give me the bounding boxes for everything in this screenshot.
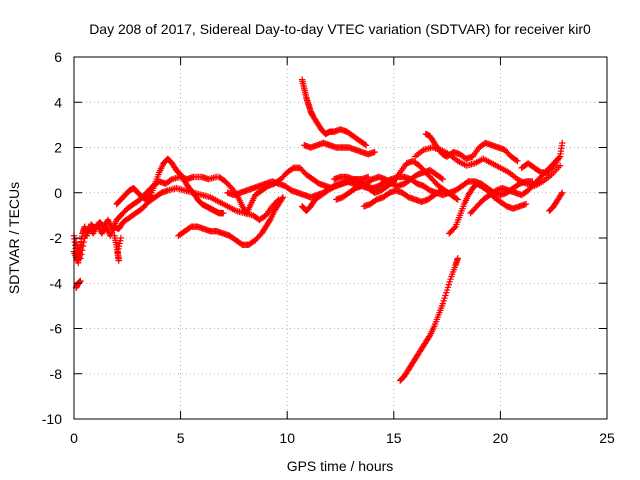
data-point-marker xyxy=(454,255,461,262)
data-point-marker xyxy=(439,175,447,183)
y-axis-label: SDTVAR / TECUs xyxy=(6,182,22,294)
x-tick-label: 20 xyxy=(493,430,509,446)
x-tick-label: 10 xyxy=(279,430,295,446)
series-track-k xyxy=(298,76,370,149)
series-track-f xyxy=(113,155,227,217)
data-point-marker xyxy=(559,189,566,196)
data-point-marker xyxy=(78,239,85,246)
plot-frame xyxy=(73,56,608,420)
series-track-r xyxy=(411,144,564,190)
data-point-marker xyxy=(522,200,530,208)
axis-ticks-layer xyxy=(73,56,608,420)
series-track-o xyxy=(360,187,444,210)
y-tick-label: 4 xyxy=(54,94,62,110)
data-point-marker xyxy=(514,157,521,165)
data-point-marker xyxy=(362,142,370,149)
series-track-a xyxy=(70,173,221,267)
data-point-marker xyxy=(436,188,443,195)
grid-layer xyxy=(74,57,607,419)
data-point-marker xyxy=(278,195,286,202)
series-track-p xyxy=(396,255,461,384)
x-axis-label: GPS time / hours xyxy=(287,458,394,474)
x-tick-label: 25 xyxy=(599,430,615,446)
y-tick-label: -6 xyxy=(50,321,63,337)
series-track-g xyxy=(175,194,287,248)
data-point-marker xyxy=(371,148,378,156)
y-tick-label: -8 xyxy=(50,366,63,382)
data-point-marker xyxy=(559,139,566,147)
data-point-marker xyxy=(361,141,369,148)
series-track-e xyxy=(70,239,85,264)
data-point-marker xyxy=(556,153,564,160)
chart-title: Day 208 of 2017, Sidereal Day-to-day VTE… xyxy=(89,21,591,37)
series-track-c xyxy=(111,232,125,264)
data-point-marker xyxy=(117,234,125,242)
x-tick-label: 5 xyxy=(177,430,185,446)
y-tick-label: 0 xyxy=(54,185,62,201)
data-point-marker xyxy=(512,156,520,164)
data-point-marker xyxy=(558,190,565,198)
y-tick-label: -4 xyxy=(50,275,63,291)
data-point-marker xyxy=(451,224,458,232)
x-tick-label: 15 xyxy=(386,430,402,446)
y-tick-label: 6 xyxy=(54,49,62,65)
data-point-marker xyxy=(454,196,461,203)
data-point-marker xyxy=(437,187,444,194)
data-marks-layer xyxy=(70,76,566,384)
data-point-marker xyxy=(453,195,460,202)
data-point-marker xyxy=(279,194,287,201)
series-track-s xyxy=(446,180,530,237)
data-point-marker xyxy=(220,209,227,217)
y-tick-label: 2 xyxy=(54,140,62,156)
x-tick-label: 0 xyxy=(70,430,78,446)
data-point-marker xyxy=(167,176,174,184)
series-track-d xyxy=(72,277,84,291)
series-track-u xyxy=(518,153,564,176)
series-track-l xyxy=(301,139,378,158)
data-point-marker xyxy=(556,162,564,169)
tick-labels-layer: 0 5 10 15 20 25 -10 -8 -6 -4 -2 0 2 4 6 xyxy=(42,49,615,446)
y-tick-label: -2 xyxy=(50,230,63,246)
series-track-b xyxy=(72,185,282,262)
y-tick-label: -10 xyxy=(42,411,62,427)
series-track-v xyxy=(546,189,566,215)
data-point-marker xyxy=(438,175,445,182)
